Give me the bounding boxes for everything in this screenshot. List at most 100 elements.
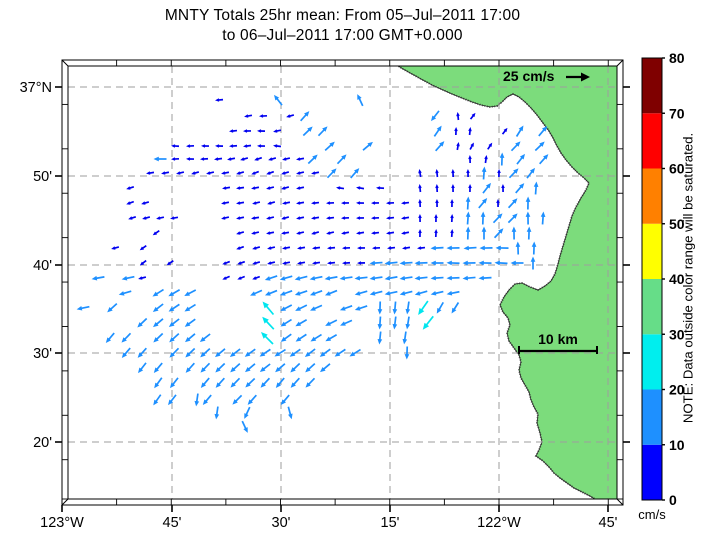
current-vector [357,94,364,107]
current-vector [507,213,518,224]
current-vector [371,231,380,235]
current-vector [401,231,410,235]
current-vector [510,141,521,152]
current-vector [153,156,167,162]
current-vector [307,154,318,165]
current-vector [170,216,179,220]
current-vector [430,290,444,296]
current-vector [462,260,476,266]
current-vector [405,316,411,330]
current-vector [508,168,519,179]
current-vector [296,157,305,161]
current-vector [199,333,211,343]
current-vector [139,245,147,251]
current-vector [371,201,380,205]
current-vector [296,201,305,205]
current-vector [241,420,248,433]
current-vector [515,125,524,137]
current-vector [310,304,323,311]
current-vector [357,246,366,250]
current-vector [342,261,351,265]
current-vector [169,347,180,358]
current-vector [478,275,492,281]
current-vector [259,348,271,357]
current-vector [215,362,226,373]
current-vector [357,261,366,265]
current-vector [446,260,460,266]
current-vector [252,201,261,205]
current-vector [414,290,428,296]
current-vector [501,184,505,193]
current-vector [152,288,164,297]
current-vector [251,170,260,175]
current-vector [341,231,350,235]
current-vector [372,246,381,250]
current-vector [184,303,196,312]
y-tick-label: 40' [33,258,52,274]
current-vector [260,331,274,345]
current-vector [266,231,275,235]
current-vector [281,171,290,175]
current-vector [325,319,338,326]
current-vector [268,157,277,161]
current-vector [311,216,320,220]
current-vector [264,275,278,281]
current-vector [251,216,260,220]
y-tick-label: 37°N [20,80,52,96]
current-vector [286,114,295,118]
current-vector [418,229,422,238]
current-vector [456,142,460,151]
current-vector [533,181,539,195]
current-vector [297,261,306,265]
current-vector [200,157,209,161]
current-vector [534,141,545,152]
current-vector [305,363,316,373]
current-vector [168,303,180,312]
current-vector [430,245,444,251]
current-vector [275,377,285,388]
current-vector [334,348,346,357]
current-vector [250,289,263,296]
current-vector [469,142,474,150]
current-vector [377,316,383,330]
current-vector [336,154,347,165]
current-vector [494,260,508,266]
current-vector [200,362,211,373]
current-vector [417,246,426,250]
current-vector [418,199,422,208]
current-vector [91,275,105,281]
current-vector [139,259,147,266]
current-vector [350,168,360,179]
current-vector [245,377,256,388]
current-vector [450,229,454,238]
current-vector [166,260,174,266]
current-vector [414,275,428,281]
current-vector [341,201,350,205]
current-vector [296,186,305,190]
current-vector [384,260,398,266]
current-vector [282,201,291,205]
colorbar-segment [642,58,662,114]
current-vector [362,141,373,151]
current-vector [326,168,337,179]
current-vector [320,363,331,373]
current-vector [282,261,291,265]
reference-arrow [566,72,590,82]
current-vector [111,246,120,250]
current-vector [446,245,460,251]
current-vector [418,300,429,315]
current-vector [311,201,320,205]
current-vector [341,216,350,220]
current-vector [354,290,368,296]
colorbar-segment [642,168,662,224]
current-vector [252,275,261,280]
current-vector [430,275,444,281]
current-vector [386,201,395,205]
current-vector [152,303,164,313]
current-vector [252,261,261,265]
current-vector [482,182,492,194]
current-vector [495,245,509,251]
current-vector [229,348,241,358]
current-vector [356,201,365,205]
current-vector [146,171,155,175]
